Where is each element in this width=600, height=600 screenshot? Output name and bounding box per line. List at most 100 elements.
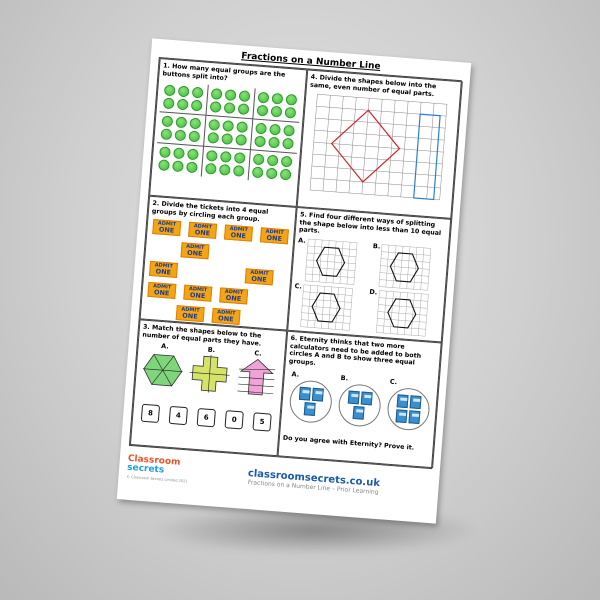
diamond-shape	[330, 109, 401, 183]
calculator-icon	[395, 409, 408, 424]
grid-line	[312, 153, 443, 165]
calculator-icon	[347, 390, 360, 405]
button-icon	[222, 120, 235, 132]
number-card[interactable]: 4	[168, 406, 188, 426]
button-icon	[236, 121, 249, 134]
button-icon	[279, 168, 292, 181]
grid-line	[379, 290, 429, 295]
cross-shape	[189, 354, 230, 393]
button-icon	[255, 122, 267, 135]
calculator-icon	[360, 391, 373, 406]
grid-line	[305, 266, 355, 271]
button-group	[159, 81, 209, 116]
button-icon	[269, 123, 281, 136]
grid-line	[306, 259, 356, 264]
number-card[interactable]: 8	[140, 404, 161, 424]
hexagon-shape	[315, 246, 345, 277]
button-icon	[221, 133, 234, 145]
grid-line	[306, 252, 356, 257]
calculator-icon	[408, 410, 421, 425]
button-icon	[266, 154, 279, 167]
ticket: ADMIT ONE	[180, 242, 210, 260]
question-6-text: 6. Eternity thinks that two more calcula…	[288, 334, 422, 367]
question-4: 4. Divide the shapes below into the same…	[296, 69, 463, 219]
grid-line	[380, 265, 430, 270]
button-icon	[159, 146, 171, 159]
grid-line	[376, 331, 426, 337]
button-icon	[210, 88, 223, 101]
grid-line	[377, 317, 427, 323]
circle	[386, 386, 432, 432]
grid-line	[382, 244, 432, 249]
button-icon	[160, 128, 173, 141]
grid-line	[353, 242, 357, 285]
button-icon	[162, 97, 175, 110]
button-icon	[163, 84, 176, 97]
question-3: 3. Match the shapes below to the number …	[129, 319, 288, 457]
hexagon-grid	[379, 244, 432, 291]
ticket: ADMIT ONE	[175, 305, 205, 323]
grid-line	[314, 129, 445, 141]
grid-line	[302, 305, 352, 310]
hexagon-option: C.	[291, 282, 367, 332]
button-icon	[205, 150, 218, 162]
grid-line	[378, 303, 428, 309]
question-6-prompt: Do you agree with Eternity? Prove it.	[282, 434, 415, 452]
number-card[interactable]: 6	[196, 408, 216, 428]
button-icon	[268, 136, 280, 149]
question-2: 2. Divide the tickets into 4 equal group…	[139, 195, 297, 331]
grid-line	[381, 258, 431, 263]
button-group	[253, 88, 302, 124]
footer-site: classroomsecrets.co.uk Fractions on a Nu…	[196, 464, 431, 500]
question-1: 1. How many equal groups are the buttons…	[149, 58, 308, 207]
number-card[interactable]: 0	[224, 410, 244, 430]
circle	[287, 379, 334, 425]
grid-line	[304, 280, 354, 285]
button-icon	[174, 129, 187, 142]
shapes-row: A. B. C.	[138, 342, 281, 401]
calculator-icon	[396, 394, 409, 409]
button-icon	[204, 162, 217, 175]
calculator-icon	[311, 387, 324, 402]
question-5: 5. Find four different ways of splitting…	[287, 206, 453, 343]
classroom-secrets-logo: Classroom secrets © Classroom Secrets Li…	[126, 453, 198, 486]
hexagon-option: D.	[366, 287, 442, 337]
ticket: ADMIT ONE	[244, 268, 274, 286]
hexagon-shape	[387, 297, 417, 329]
calculator-icon	[303, 402, 316, 416]
ticket: ADMIT ONE	[259, 227, 289, 245]
grid-line	[315, 118, 446, 129]
button-icon	[219, 151, 232, 163]
ticket: ADMIT ONE	[223, 224, 254, 242]
grid-line	[302, 298, 352, 303]
grid-line	[317, 94, 448, 105]
button-icon	[224, 89, 237, 102]
ticket: ADMIT ONE	[147, 281, 177, 300]
arrow-shape	[237, 358, 275, 396]
shape-a: A.	[142, 342, 186, 393]
calculator-icon	[298, 386, 311, 401]
grid-line	[377, 310, 427, 316]
button-group	[249, 150, 297, 183]
number-card[interactable]: 5	[252, 412, 272, 433]
button-icon	[282, 137, 294, 150]
ticket: ADMIT ONE	[219, 287, 249, 305]
button-group	[154, 143, 205, 177]
button-icon	[251, 166, 264, 179]
button-icon	[284, 106, 297, 119]
button-icon	[177, 85, 190, 98]
grid-line	[379, 285, 429, 291]
button-group	[250, 119, 300, 154]
button-icon	[191, 86, 204, 99]
square-grid-diagram	[309, 94, 448, 201]
calculator-group: C.	[386, 378, 432, 432]
button-icon	[161, 115, 174, 128]
button-icon	[283, 124, 295, 137]
button-icon	[280, 155, 293, 168]
button-icon	[188, 130, 201, 143]
grid-line	[310, 177, 441, 189]
ticket: ADMIT ONE	[148, 260, 179, 279]
button-icon	[235, 134, 248, 147]
button-icon	[207, 132, 220, 144]
button-icon	[158, 159, 170, 172]
